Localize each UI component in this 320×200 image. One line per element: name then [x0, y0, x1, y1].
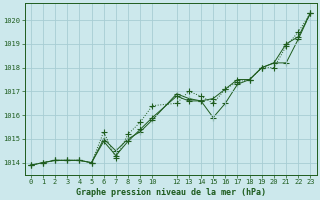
X-axis label: Graphe pression niveau de la mer (hPa): Graphe pression niveau de la mer (hPa): [76, 188, 266, 197]
